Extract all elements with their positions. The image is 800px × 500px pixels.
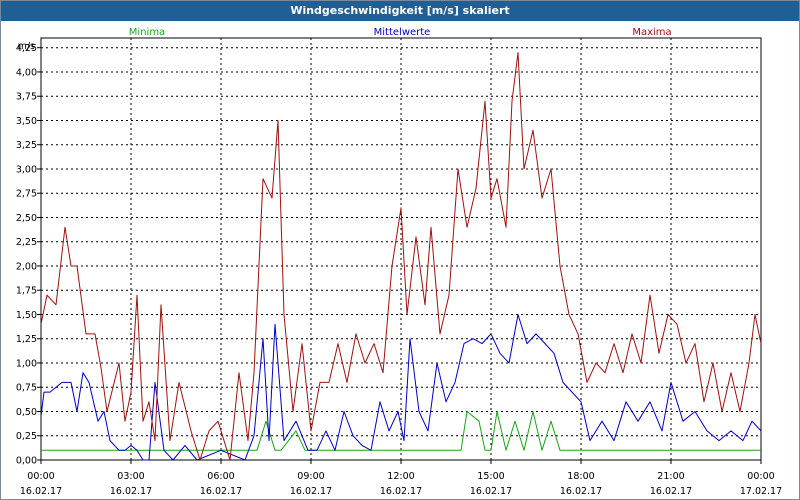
y-tick-label: 4,25 (16, 43, 37, 54)
y-tick-label: 3,75 (16, 92, 37, 103)
y-axis-label: m/s (18, 41, 35, 52)
x-tick-date-label: 16.02.17 (290, 486, 332, 497)
y-tick-label: 3,50 (16, 116, 37, 127)
series-line-minima (41, 411, 761, 451)
y-tick-label: 1,25 (16, 334, 37, 345)
x-tick-time-label: 00:00 (747, 471, 774, 482)
x-tick-time-label: 09:00 (297, 471, 324, 482)
chart-title: Windgeschwindigkeit [m/s] skaliert (1, 1, 799, 21)
y-tick-label: 2,25 (16, 237, 37, 248)
series-line-mittelwerte (40, 314, 762, 461)
x-tick-time-label: 00:00 (27, 471, 54, 482)
y-tick-label: 2,50 (16, 213, 37, 224)
x-tick-date-label: 16.02.17 (650, 486, 692, 497)
x-tick-date-label: 16.02.17 (200, 486, 242, 497)
x-tick-time-label: 03:00 (117, 471, 144, 482)
y-tick-label: 1,00 (16, 358, 37, 369)
x-tick-time-label: 12:00 (387, 471, 414, 482)
series-line-maxima (40, 52, 762, 461)
legend-entry-maxima: Maxima (632, 27, 671, 38)
y-tick-label: 1,50 (16, 310, 37, 321)
x-tick-date-label: 16.02.17 (560, 486, 602, 497)
y-tick-label: 4,00 (16, 67, 37, 78)
legend-entry-minima: Minima (129, 27, 165, 38)
x-tick-time-label: 06:00 (207, 471, 234, 482)
x-tick-time-label: 18:00 (567, 471, 594, 482)
x-tick-time-label: 21:00 (657, 471, 684, 482)
y-tick-label: 3,00 (16, 164, 37, 175)
y-tick-label: 2,00 (16, 261, 37, 272)
y-tick-label: 2,75 (16, 189, 37, 200)
legend-entry-mittelwerte: Mittelwerte (374, 27, 431, 38)
x-tick-time-label: 15:00 (477, 471, 504, 482)
x-tick-date-label: 16.02.17 (110, 486, 152, 497)
y-tick-label: 0,50 (16, 407, 37, 418)
y-tick-label: 1,75 (16, 286, 37, 297)
x-tick-date-label: 16.02.17 (380, 486, 422, 497)
x-tick-date-label: 17.02.17 (740, 486, 782, 497)
y-tick-label: 3,25 (16, 140, 37, 151)
y-tick-label: 0,25 (16, 431, 37, 442)
y-tick-label: 0,75 (16, 383, 37, 394)
x-tick-date-label: 16.02.17 (20, 486, 62, 497)
x-tick-date-label: 16.02.17 (470, 486, 512, 497)
y-tick-label: 0,00 (16, 456, 37, 467)
